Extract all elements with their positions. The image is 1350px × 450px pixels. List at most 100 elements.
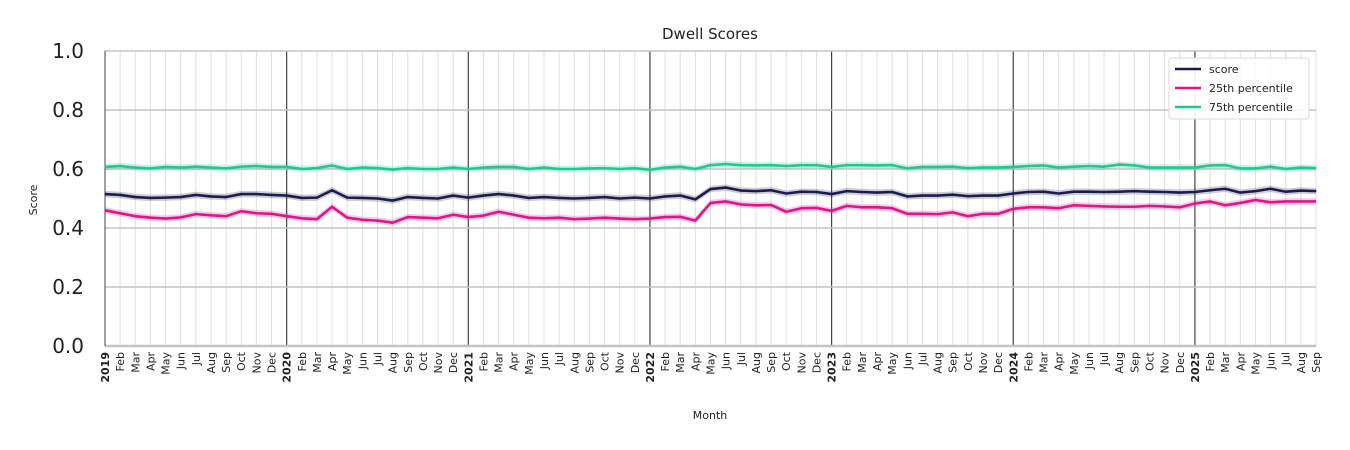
data-point bbox=[1042, 191, 1045, 193]
data-point bbox=[709, 164, 712, 166]
x-tick-month: Oct bbox=[235, 351, 248, 371]
data-point bbox=[725, 200, 727, 203]
x-tick-month: Jul bbox=[735, 352, 748, 366]
x-tick-month: Jul bbox=[1098, 352, 1111, 366]
data-point bbox=[270, 166, 273, 168]
data-point bbox=[1088, 191, 1090, 193]
x-tick-month: Jul bbox=[190, 352, 203, 366]
x-tick-month: Jun bbox=[720, 352, 733, 370]
data-point bbox=[482, 215, 485, 217]
data-point bbox=[1118, 206, 1120, 208]
data-point bbox=[649, 197, 651, 200]
data-point bbox=[603, 167, 606, 169]
data-point bbox=[361, 166, 363, 169]
x-tick-month: Jun bbox=[356, 352, 369, 370]
legend-label: 75th percentile bbox=[1209, 101, 1293, 114]
data-point bbox=[1012, 192, 1014, 195]
data-point bbox=[1027, 206, 1029, 208]
data-point bbox=[543, 166, 545, 169]
data-point bbox=[891, 164, 893, 166]
data-point bbox=[1209, 164, 1211, 167]
data-point bbox=[392, 199, 394, 202]
data-point bbox=[649, 169, 651, 171]
data-point bbox=[649, 217, 651, 220]
data-point bbox=[664, 166, 666, 169]
data-point bbox=[119, 165, 121, 167]
x-tick-month: Jun bbox=[1083, 352, 1096, 370]
data-point bbox=[240, 166, 242, 168]
legend-label: 25th percentile bbox=[1209, 82, 1293, 95]
x-tick-month: Sep bbox=[220, 352, 233, 373]
data-point bbox=[1179, 206, 1181, 208]
data-point bbox=[497, 166, 500, 168]
x-tick-month: Nov bbox=[432, 352, 445, 374]
data-point bbox=[831, 166, 833, 168]
data-point bbox=[952, 194, 954, 196]
data-point bbox=[1073, 166, 1075, 168]
data-point bbox=[800, 191, 802, 193]
data-point bbox=[588, 197, 591, 199]
x-tick-month: May bbox=[341, 352, 354, 375]
data-point bbox=[361, 219, 363, 221]
data-point bbox=[255, 165, 257, 167]
x-tick-month: Jul bbox=[371, 352, 384, 366]
data-point bbox=[1254, 199, 1257, 201]
data-point bbox=[134, 166, 136, 169]
data-point bbox=[513, 194, 515, 197]
x-tick-month: Nov bbox=[250, 352, 263, 374]
data-point bbox=[664, 195, 666, 198]
x-tick-year: 2022 bbox=[644, 352, 657, 383]
data-point bbox=[831, 193, 833, 195]
data-point bbox=[392, 168, 394, 171]
data-point bbox=[1042, 164, 1045, 167]
data-point bbox=[1285, 200, 1287, 203]
data-point bbox=[422, 168, 424, 170]
x-tick-month: Mar bbox=[493, 352, 506, 373]
x-tick-month: Aug bbox=[932, 352, 945, 373]
data-point bbox=[422, 197, 424, 199]
data-point bbox=[1239, 192, 1241, 194]
x-tick-month: Dec bbox=[810, 352, 823, 373]
x-tick-month: Jul bbox=[553, 352, 566, 366]
data-point bbox=[846, 164, 848, 166]
x-tick-month: Apr bbox=[689, 352, 702, 372]
data-point bbox=[1164, 205, 1166, 208]
data-point bbox=[800, 207, 802, 209]
x-tick-month: Sep bbox=[583, 352, 596, 373]
data-point bbox=[755, 190, 757, 192]
data-point bbox=[119, 194, 121, 196]
x-tick-month: Sep bbox=[402, 352, 415, 373]
data-point bbox=[664, 216, 666, 218]
data-point bbox=[497, 193, 500, 195]
data-point bbox=[1164, 191, 1166, 193]
data-point bbox=[997, 213, 999, 215]
data-point bbox=[967, 195, 969, 197]
data-point bbox=[815, 191, 818, 193]
x-tick-month: Mar bbox=[674, 352, 687, 373]
data-point bbox=[679, 194, 681, 197]
data-point bbox=[952, 166, 954, 168]
confidence-band bbox=[105, 196, 1316, 226]
x-tick-month: Aug bbox=[1295, 352, 1308, 373]
x-tick-month: Apr bbox=[326, 352, 339, 372]
y-tick-label: 0.2 bbox=[52, 275, 84, 299]
data-point bbox=[619, 168, 621, 170]
data-point bbox=[528, 168, 530, 170]
data-point bbox=[1194, 191, 1196, 193]
data-point bbox=[210, 195, 212, 198]
data-point bbox=[1118, 163, 1120, 166]
data-point bbox=[149, 167, 152, 170]
data-point bbox=[1300, 200, 1302, 203]
x-tick-month: Sep bbox=[1310, 352, 1323, 373]
data-point bbox=[1315, 167, 1317, 169]
x-tick-month: Oct bbox=[962, 351, 975, 371]
data-point bbox=[467, 216, 469, 218]
data-point bbox=[967, 215, 969, 217]
x-tick-month: Apr bbox=[144, 352, 157, 372]
x-tick-month: Feb bbox=[659, 352, 672, 371]
data-point bbox=[725, 163, 727, 165]
data-point bbox=[603, 196, 606, 198]
data-point bbox=[346, 168, 348, 170]
data-point bbox=[1088, 205, 1090, 207]
